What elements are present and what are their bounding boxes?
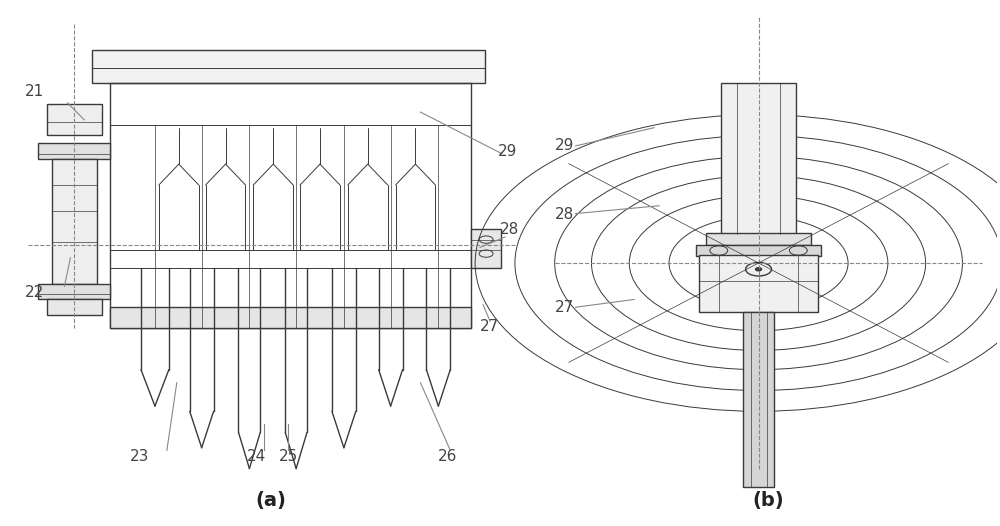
Bar: [699, 255, 818, 312]
Bar: [38, 284, 110, 299]
Bar: [92, 49, 485, 84]
Text: 29: 29: [555, 137, 574, 153]
Circle shape: [756, 268, 762, 271]
Bar: [721, 84, 796, 235]
Text: 22: 22: [25, 285, 44, 300]
Text: 25: 25: [279, 449, 298, 464]
Bar: [52, 159, 97, 284]
Text: 26: 26: [438, 449, 458, 464]
Text: 24: 24: [246, 449, 266, 464]
Bar: [743, 312, 774, 487]
Bar: [110, 84, 471, 328]
Text: 27: 27: [555, 300, 574, 316]
Text: 27: 27: [480, 319, 499, 333]
Text: 21: 21: [25, 85, 44, 99]
Bar: [38, 143, 110, 159]
Bar: [471, 229, 501, 268]
Bar: [706, 234, 811, 245]
Bar: [696, 245, 821, 256]
Bar: [110, 307, 471, 328]
Text: 28: 28: [500, 222, 519, 237]
Bar: [47, 299, 102, 315]
Text: 23: 23: [130, 449, 149, 464]
Bar: [47, 104, 102, 136]
Text: 29: 29: [498, 144, 517, 159]
Text: (b): (b): [753, 491, 784, 510]
Text: 28: 28: [555, 207, 574, 222]
Text: (a): (a): [256, 491, 287, 510]
